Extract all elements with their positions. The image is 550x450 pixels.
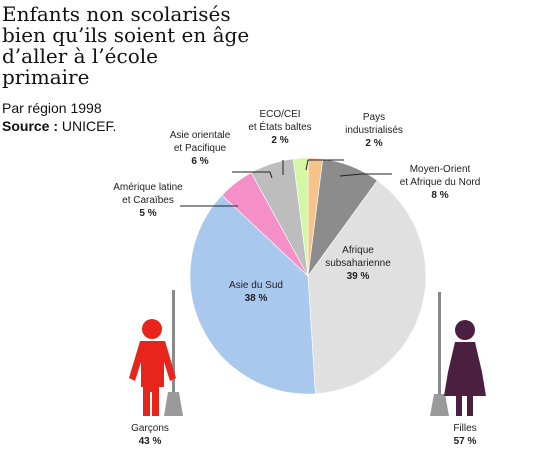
slice-label: Pays industrialisés	[345, 112, 403, 136]
slice-labels: Pays industrialisés 2 % Moyen-Orient et Afri…	[113, 109, 480, 304]
slice-value: 6 %	[191, 156, 208, 167]
pie-slice	[307, 180, 427, 395]
girl-silhouette	[444, 320, 486, 416]
slice-label: Asie du Sud	[229, 280, 283, 291]
slice-label: ECO/CEI et États baltes	[248, 109, 311, 133]
pie-slice	[292, 157, 309, 277]
boy-silhouette	[129, 319, 176, 416]
slice-label: Asie orientale et Pacifique	[170, 130, 231, 154]
slice-value: 5 %	[139, 208, 156, 219]
leader-lines	[180, 159, 392, 207]
girl-figure	[430, 292, 486, 416]
chart-subtitle: Par région 1998	[2, 100, 102, 116]
child-figures	[129, 290, 486, 416]
pie-slices	[189, 157, 427, 395]
leader-line	[232, 171, 273, 179]
slice-value: 38 %	[245, 293, 268, 304]
gender-labels: Garçons 43 % Filles 57 %	[131, 423, 477, 447]
gender-value: 43 %	[139, 436, 162, 447]
slice-label: Moyen-Orient et Afrique du Nord	[400, 164, 481, 188]
broom-head	[430, 394, 449, 416]
broom-head	[164, 392, 183, 416]
slice-value: 39 %	[347, 271, 370, 282]
chart-source: Source : UNICEF.	[2, 118, 116, 134]
gender-label: Filles	[453, 423, 476, 434]
leader-line	[339, 173, 392, 177]
source-value: UNICEF.	[61, 118, 117, 134]
gender-value: 57 %	[454, 436, 477, 447]
source-label: Source :	[2, 118, 59, 134]
slice-value: 8 %	[431, 190, 448, 201]
boy-figure	[129, 290, 183, 416]
broom-handle	[438, 292, 441, 402]
slice-value: 2 %	[365, 138, 382, 149]
slice-label: Afrique subsaharienne	[325, 245, 391, 269]
pie-slice	[189, 194, 316, 395]
broom-handle	[172, 290, 175, 400]
leader-line	[305, 159, 344, 171]
chart-title: Enfants non scolarisés bien qu’ils soien…	[2, 2, 250, 89]
gender-label: Garçons	[131, 423, 169, 434]
slice-label: Amérique latine et Caraïbes	[113, 182, 183, 206]
slice-value: 2 %	[271, 135, 288, 146]
